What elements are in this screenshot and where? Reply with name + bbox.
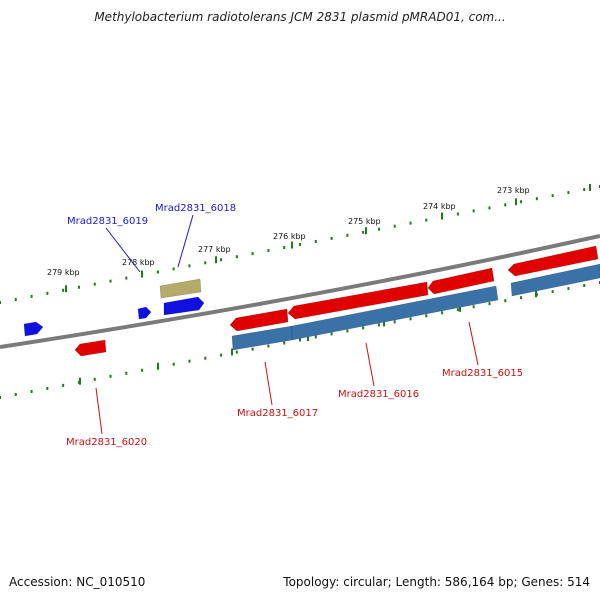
leader-line [95,387,103,435]
forward-gene-arrow[interactable] [163,296,205,316]
label-leader-lines [95,214,479,435]
reverse-gene-arrow[interactable] [507,245,599,277]
map-title: Methylobacterium radiotolerans JCM 2831 … [94,10,506,24]
leader-line [105,227,141,273]
accession-text: Accession: NC_010510 [9,575,146,589]
leader-line [365,342,375,387]
kbp-label: 274 kbp [423,202,456,211]
reverse-gene-arrow[interactable] [229,308,289,332]
gene-labels[interactable]: Mrad2831_6019 Mrad2831_6018 Mrad2831_6020 M… [66,203,523,448]
gene-label-mrad2831-6020[interactable]: Mrad2831_6020 [66,437,147,448]
rna-feature[interactable] [159,278,202,299]
gene-features[interactable] [23,245,600,357]
reverse-gene-arrow[interactable] [287,281,429,320]
kbp-label: 273 kbp [497,186,530,195]
forward-gene-arrow[interactable] [23,321,44,337]
kbp-label: 277 kbp [198,245,231,254]
gene-label-mrad2831-6016[interactable]: Mrad2831_6016 [338,389,419,400]
summary-text: Topology: circular; Length: 586,164 bp; … [283,575,590,589]
kbp-labels: 279 kbp 278 kbp 277 kbp 276 kbp 275 kbp 274 k… [47,186,530,277]
forward-gene-arrow[interactable] [137,306,152,320]
gene-label-mrad2831-6015[interactable]: Mrad2831_6015 [442,368,523,379]
reverse-gene-arrow[interactable] [74,339,107,357]
kbp-label: 279 kbp [47,268,80,277]
leader-line [264,361,273,406]
gene-label-mrad2831-6018[interactable]: Mrad2831_6018 [155,203,236,214]
cds-feature[interactable] [510,263,600,297]
kbp-label: 278 kbp [122,258,155,267]
plasmid-backbone [0,234,600,349]
tick-marks [0,183,600,399]
reverse-gene-arrow[interactable] [427,267,495,295]
gene-label-mrad2831-6017[interactable]: Mrad2831_6017 [237,408,318,419]
gene-label-mrad2831-6019[interactable]: Mrad2831_6019 [67,216,148,227]
cds-feature[interactable] [291,285,499,341]
kbp-label: 276 kbp [273,232,306,241]
leader-line [177,214,194,268]
kbp-label: 275 kbp [348,217,381,226]
leader-line [468,321,479,366]
